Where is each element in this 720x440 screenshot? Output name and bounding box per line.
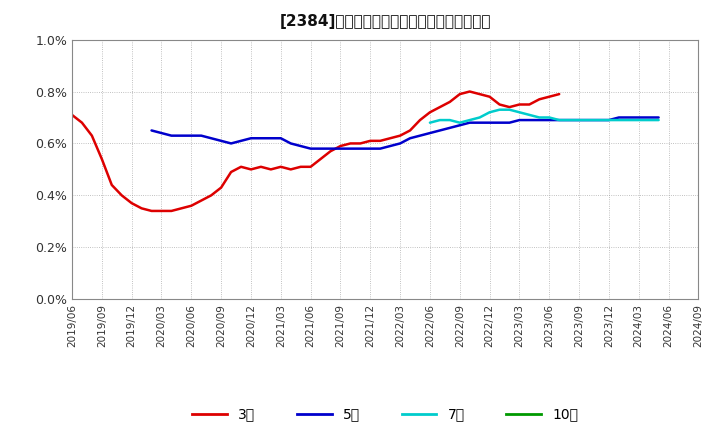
5年	[415, 133, 424, 138]
3年	[475, 92, 484, 97]
3年	[415, 117, 424, 123]
5年	[147, 128, 156, 133]
3年	[376, 138, 384, 143]
3年	[68, 112, 76, 117]
Line: 3年: 3年	[72, 92, 559, 211]
Title: [2384]　経常利益マージンの標準偏差の推移: [2384] 経常利益マージンの標準偏差の推移	[279, 14, 491, 29]
7年	[465, 117, 474, 123]
3年	[147, 208, 156, 213]
7年	[475, 115, 484, 120]
Line: 5年: 5年	[151, 117, 659, 149]
5年	[465, 120, 474, 125]
5年	[376, 146, 384, 151]
3年	[465, 89, 474, 94]
Line: 7年: 7年	[430, 110, 659, 123]
5年	[475, 120, 484, 125]
Legend: 3年, 5年, 7年, 10年: 3年, 5年, 7年, 10年	[186, 402, 584, 427]
3年	[326, 149, 335, 154]
5年	[326, 146, 335, 151]
